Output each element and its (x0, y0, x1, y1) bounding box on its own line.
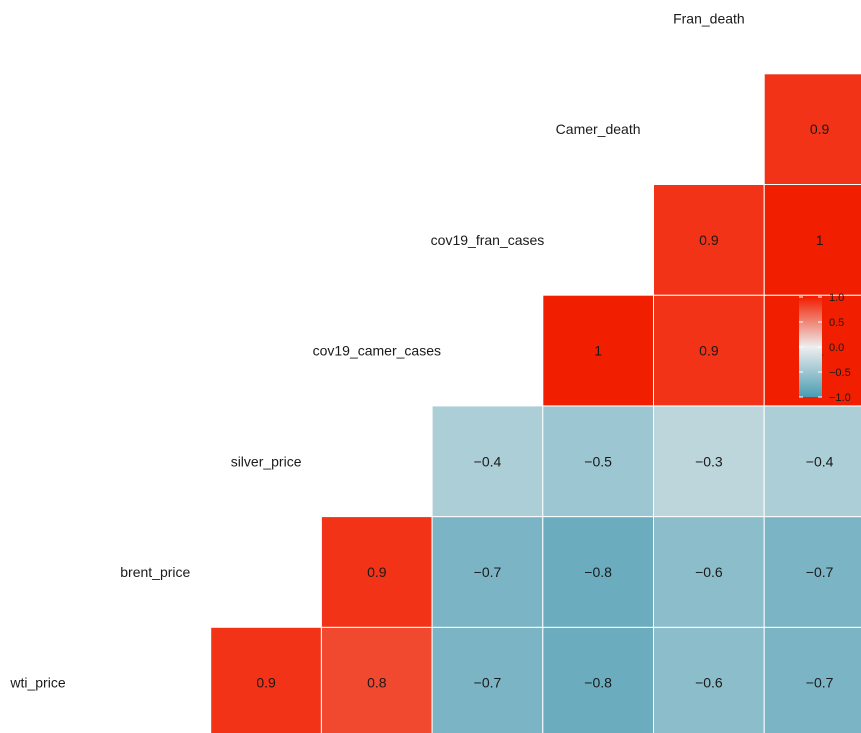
cell-value-label: 1 (594, 343, 602, 359)
cell-value-label: −0.3 (695, 453, 723, 469)
cell-value-label: −0.7 (474, 564, 502, 580)
heatmap-cell (763, 626, 861, 733)
heatmap-cell (542, 294, 654, 407)
cell-value-label: −0.7 (474, 675, 502, 691)
row-label: cov19_fran_cases (431, 232, 545, 248)
legend-tick-label: 1.0 (829, 292, 844, 304)
heatmap-cell (653, 516, 765, 628)
heatmap-cell (210, 626, 322, 733)
heatmap-cell (653, 405, 765, 518)
row-label: Fran_death (673, 11, 745, 27)
heatmap-cell (431, 626, 544, 733)
legend-colorbar (799, 297, 822, 397)
cell-value-label: 0.9 (699, 343, 719, 359)
cell-value-label: −0.5 (584, 453, 612, 469)
heatmap-cell (653, 626, 765, 733)
legend-tick-label: 0.0 (829, 342, 844, 354)
legend-tick-label: 0.5 (829, 317, 844, 329)
heatmap-cell (763, 73, 861, 185)
row-label: cov19_camer_cases (313, 343, 441, 359)
row-label: brent_price (120, 564, 190, 580)
heatmap-cell (542, 405, 654, 518)
legend-tick-label: −1.0 (829, 392, 851, 404)
heatmap-cell (431, 516, 544, 628)
heatmap-cell (431, 405, 544, 518)
cell-value-label: −0.7 (806, 675, 834, 691)
legend-tick-label: −0.5 (829, 367, 851, 379)
cell-value-label: 0.8 (367, 675, 387, 691)
heatmap-cell (542, 516, 654, 628)
cell-value-label: −0.7 (806, 564, 834, 580)
row-label: Camer_death (556, 121, 641, 137)
cell-value-label: 0.9 (367, 564, 387, 580)
heatmap-cell (763, 516, 861, 628)
cell-value-label: −0.8 (584, 564, 612, 580)
heatmap-cell (320, 626, 433, 733)
heatmap-cell (542, 626, 654, 733)
heatmap-cells (210, 73, 861, 733)
heatmap-cell (763, 405, 861, 518)
color-legend: 1.0 0.5 0.0 −0.5 −1.0 (799, 292, 851, 404)
heatmap-cell (320, 516, 433, 628)
cell-value-label: −0.6 (695, 564, 723, 580)
heatmap-cell (653, 184, 765, 296)
row-label: wti_price (9, 675, 65, 691)
cell-value-label: 0.9 (699, 232, 719, 248)
cell-value-label: −0.4 (474, 453, 502, 469)
heatmap-value-labels: 0.9 0.8 −0.7 −0.8 −0.6 −0.7 0.9 −0.7 −0.8 −0.6 −0.… (256, 121, 834, 691)
cell-value-label: −0.4 (806, 453, 834, 469)
legend-ticks: 1.0 0.5 0.0 −0.5 −1.0 (799, 292, 851, 404)
cell-value-label: −0.6 (695, 675, 723, 691)
cell-value-label: 0.9 (256, 675, 276, 691)
row-labels: wti_price brent_price silver_price cov19_ca… (9, 11, 744, 691)
cell-value-label: 0.9 (810, 121, 830, 137)
heatmap-cell (763, 184, 861, 296)
cell-value-label: −0.8 (584, 675, 612, 691)
row-label: silver_price (231, 453, 302, 469)
cell-value-label: 1 (816, 232, 824, 248)
